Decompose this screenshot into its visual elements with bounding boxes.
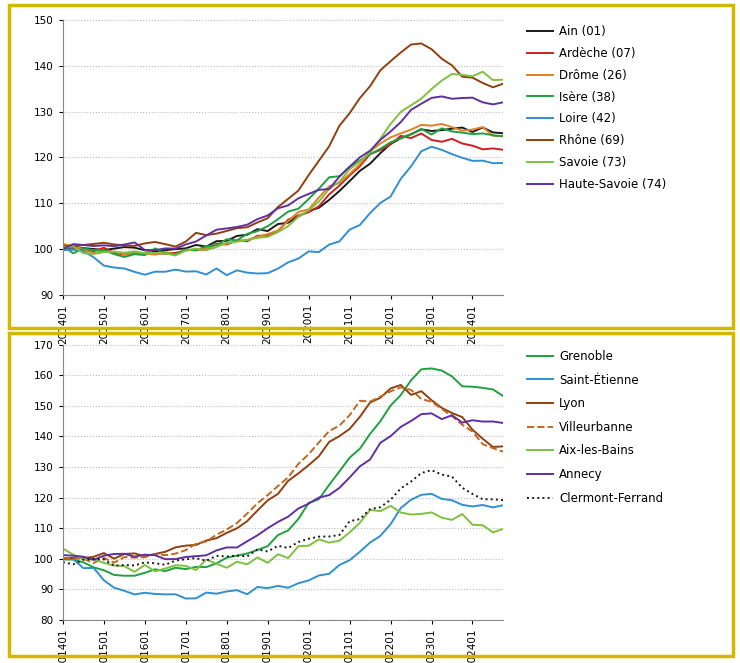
Legend: Ain (01), Ardèche (07), Drôme (26), Isère (38), Loire (42), Rhône (69), Savoie (: Ain (01), Ardèche (07), Drôme (26), Isèr… xyxy=(522,21,671,196)
Legend: Grenoble, Saint-Étienne, Lyon, Villeurbanne, Aix-les-Bains, Annecy, Clermont-Fer: Grenoble, Saint-Étienne, Lyon, Villeurba… xyxy=(522,345,667,509)
